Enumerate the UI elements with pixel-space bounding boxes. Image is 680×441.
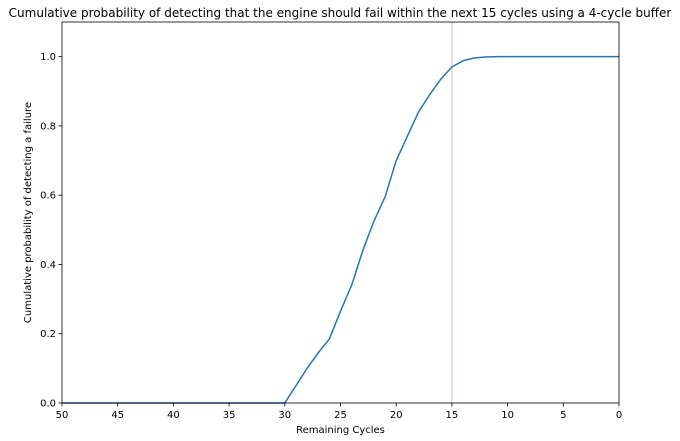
x-axis: 50 45 40 35 30 25 20 15 10 5 0 <box>56 403 622 421</box>
y-tick-label: 0.0 <box>40 399 56 410</box>
plot-area <box>62 22 619 404</box>
axes-frame <box>61 21 620 404</box>
series-line-1 <box>62 55 619 404</box>
y-tick-label: 0.2 <box>40 329 56 340</box>
x-tick-label: 35 <box>223 410 236 421</box>
x-tick-label: 15 <box>446 410 459 421</box>
y-axis-label: Cumulative probability of detecting a fa… <box>23 102 34 323</box>
x-tick-label: 30 <box>278 410 291 421</box>
x-tick-label: 0 <box>616 410 622 421</box>
x-tick-label: 45 <box>111 410 124 421</box>
x-tick-label: 40 <box>167 410 180 421</box>
x-tick-label: 25 <box>334 410 347 421</box>
y-tick-label: 0.6 <box>40 191 56 202</box>
y-axis: 0.0 0.2 0.4 0.6 0.8 1.0 <box>40 52 62 410</box>
x-tick-label: 10 <box>501 410 514 421</box>
x-tick-label: 20 <box>390 410 403 421</box>
y-tick-label: 0.8 <box>40 121 56 132</box>
x-tick-label: 50 <box>56 410 69 421</box>
x-axis-label: Remaining Cycles <box>296 425 385 436</box>
y-tick-label: 1.0 <box>40 52 56 63</box>
chart-title: Cumulative probability of detecting that… <box>9 6 672 20</box>
y-tick-label: 0.4 <box>40 260 56 271</box>
x-tick-label: 5 <box>560 410 566 421</box>
